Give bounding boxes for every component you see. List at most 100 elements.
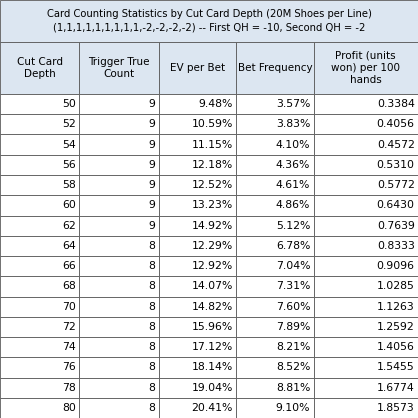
- Bar: [314, 337, 418, 357]
- Bar: [236, 337, 314, 357]
- Text: 8: 8: [149, 322, 155, 332]
- Bar: [236, 175, 314, 195]
- Text: 8: 8: [149, 261, 155, 271]
- Bar: [159, 377, 236, 398]
- Bar: [0, 42, 79, 94]
- Text: 7.04%: 7.04%: [275, 261, 310, 271]
- Text: 80: 80: [62, 403, 76, 413]
- Text: Trigger True
Count: Trigger True Count: [88, 57, 150, 79]
- Text: 1.0285: 1.0285: [377, 281, 415, 291]
- Bar: [159, 236, 236, 256]
- Text: 19.04%: 19.04%: [191, 382, 233, 393]
- Text: 8.52%: 8.52%: [276, 362, 310, 372]
- Bar: [159, 276, 236, 296]
- Text: 5.12%: 5.12%: [276, 221, 310, 231]
- Text: 1.1263: 1.1263: [377, 302, 415, 312]
- Bar: [79, 276, 159, 296]
- Text: 0.3384: 0.3384: [377, 99, 415, 109]
- Text: 9: 9: [149, 200, 155, 210]
- Text: 8: 8: [149, 382, 155, 393]
- Text: 8: 8: [149, 342, 155, 352]
- Text: 1.4056: 1.4056: [377, 342, 415, 352]
- Text: 0.4056: 0.4056: [377, 120, 415, 130]
- Bar: [0, 296, 79, 317]
- Text: 18.14%: 18.14%: [191, 362, 233, 372]
- Bar: [236, 377, 314, 398]
- Text: 7.31%: 7.31%: [276, 281, 310, 291]
- Text: 50: 50: [62, 99, 76, 109]
- Text: 56: 56: [62, 160, 76, 170]
- Bar: [159, 296, 236, 317]
- Text: 12.29%: 12.29%: [191, 241, 233, 251]
- Bar: [236, 195, 314, 216]
- Bar: [0, 195, 79, 216]
- Text: 0.8333: 0.8333: [377, 241, 415, 251]
- Text: 9: 9: [149, 221, 155, 231]
- Bar: [159, 216, 236, 236]
- Text: 8: 8: [149, 302, 155, 312]
- Bar: [0, 337, 79, 357]
- Bar: [159, 337, 236, 357]
- Bar: [236, 357, 314, 377]
- Text: Card Counting Statistics by Cut Card Depth (20M Shoes per Line)
(1,1,1,1,1,1,1,1: Card Counting Statistics by Cut Card Dep…: [46, 9, 372, 33]
- Bar: [236, 398, 314, 418]
- Bar: [314, 175, 418, 195]
- Bar: [159, 317, 236, 337]
- Bar: [0, 175, 79, 195]
- Bar: [236, 155, 314, 175]
- Text: 7.60%: 7.60%: [275, 302, 310, 312]
- Bar: [314, 135, 418, 155]
- Text: 60: 60: [62, 200, 76, 210]
- Text: 66: 66: [62, 261, 76, 271]
- Text: 8: 8: [149, 241, 155, 251]
- Bar: [79, 296, 159, 317]
- Bar: [79, 398, 159, 418]
- Bar: [0, 398, 79, 418]
- Text: 14.07%: 14.07%: [191, 281, 233, 291]
- Bar: [314, 296, 418, 317]
- Bar: [79, 236, 159, 256]
- Bar: [314, 398, 418, 418]
- Bar: [159, 175, 236, 195]
- Text: 76: 76: [62, 362, 76, 372]
- Text: 12.18%: 12.18%: [191, 160, 233, 170]
- Text: 0.6430: 0.6430: [377, 200, 415, 210]
- Bar: [0, 135, 79, 155]
- Bar: [79, 216, 159, 236]
- Text: 9.48%: 9.48%: [199, 99, 233, 109]
- Bar: [79, 337, 159, 357]
- Text: 7.89%: 7.89%: [276, 322, 310, 332]
- Text: 8: 8: [149, 362, 155, 372]
- Bar: [159, 42, 236, 94]
- Text: 9: 9: [149, 180, 155, 190]
- Bar: [79, 317, 159, 337]
- Text: 20.41%: 20.41%: [191, 403, 233, 413]
- Bar: [0, 276, 79, 296]
- Text: 11.15%: 11.15%: [191, 140, 233, 150]
- Text: 58: 58: [62, 180, 76, 190]
- Text: 1.8573: 1.8573: [377, 403, 415, 413]
- Text: 8.21%: 8.21%: [276, 342, 310, 352]
- Bar: [236, 276, 314, 296]
- Bar: [314, 195, 418, 216]
- Text: 8: 8: [149, 281, 155, 291]
- Bar: [314, 155, 418, 175]
- Text: 1.5455: 1.5455: [377, 362, 415, 372]
- Bar: [79, 155, 159, 175]
- Text: 1.6774: 1.6774: [377, 382, 415, 393]
- Bar: [159, 256, 236, 276]
- Text: 6.78%: 6.78%: [276, 241, 310, 251]
- Bar: [314, 357, 418, 377]
- Bar: [0, 317, 79, 337]
- Bar: [314, 114, 418, 135]
- Text: 70: 70: [62, 302, 76, 312]
- Text: 8: 8: [149, 403, 155, 413]
- Bar: [0, 114, 79, 135]
- Bar: [314, 42, 418, 94]
- Text: 0.5772: 0.5772: [377, 180, 415, 190]
- Text: 1.2592: 1.2592: [377, 322, 415, 332]
- Bar: [159, 398, 236, 418]
- Text: 12.92%: 12.92%: [191, 261, 233, 271]
- Text: 4.36%: 4.36%: [276, 160, 310, 170]
- Text: 14.92%: 14.92%: [191, 221, 233, 231]
